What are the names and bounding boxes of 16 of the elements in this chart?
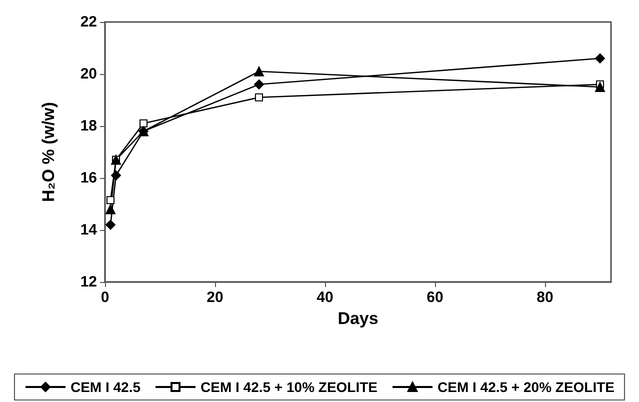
- y-axis-title: H₂O % (w/w): [39, 102, 58, 202]
- x-axis-title: Days: [338, 309, 378, 328]
- legend-label: CEM I 42.5: [70, 379, 141, 395]
- y-tick-label: 14: [80, 222, 98, 238]
- y-tick-label: 18: [80, 118, 97, 134]
- legend-label: CEM I 42.5 + 10% ZEOLITE: [200, 379, 378, 395]
- x-tick-label: 60: [426, 289, 444, 306]
- x-tick-label: 40: [316, 289, 334, 306]
- x-tick-label: 80: [536, 289, 554, 306]
- y-tick-label: 20: [80, 66, 97, 82]
- x-tick-label: 20: [206, 289, 224, 306]
- y-tick-label: 22: [80, 14, 97, 30]
- x-tick-label: 0: [100, 289, 110, 306]
- legend-label: CEM I 42.5 + 20% ZEOLITE: [438, 379, 615, 395]
- y-tick-label: 12: [80, 274, 97, 290]
- y-tick-label: 16: [80, 170, 97, 186]
